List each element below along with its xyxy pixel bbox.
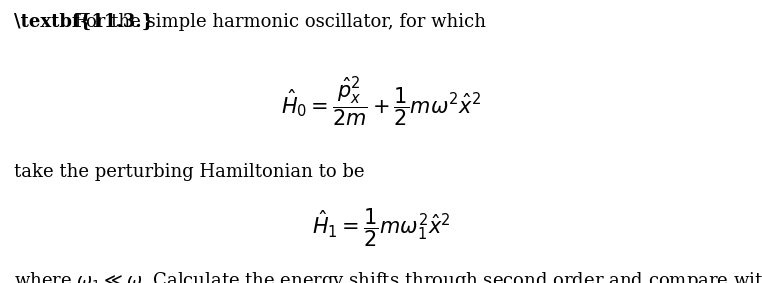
Text: For the simple harmonic oscillator, for which: For the simple harmonic oscillator, for … xyxy=(63,13,486,31)
Text: $\hat{H}_0 = \dfrac{\hat{p}_x^2}{2m} + \dfrac{1}{2}m\omega^2\hat{x}^2$: $\hat{H}_0 = \dfrac{\hat{p}_x^2}{2m} + \… xyxy=(281,75,481,129)
Text: \textbf{11.3.}: \textbf{11.3.} xyxy=(14,13,153,31)
Text: take the perturbing Hamiltonian to be: take the perturbing Hamiltonian to be xyxy=(14,163,364,181)
Text: where $\omega_1 \ll \omega$. Calculate the energy shifts through second order an: where $\omega_1 \ll \omega$. Calculate t… xyxy=(14,270,762,283)
Text: $\hat{H}_1 = \dfrac{1}{2}m\omega_1^2\hat{x}^2$: $\hat{H}_1 = \dfrac{1}{2}m\omega_1^2\hat… xyxy=(312,207,450,249)
